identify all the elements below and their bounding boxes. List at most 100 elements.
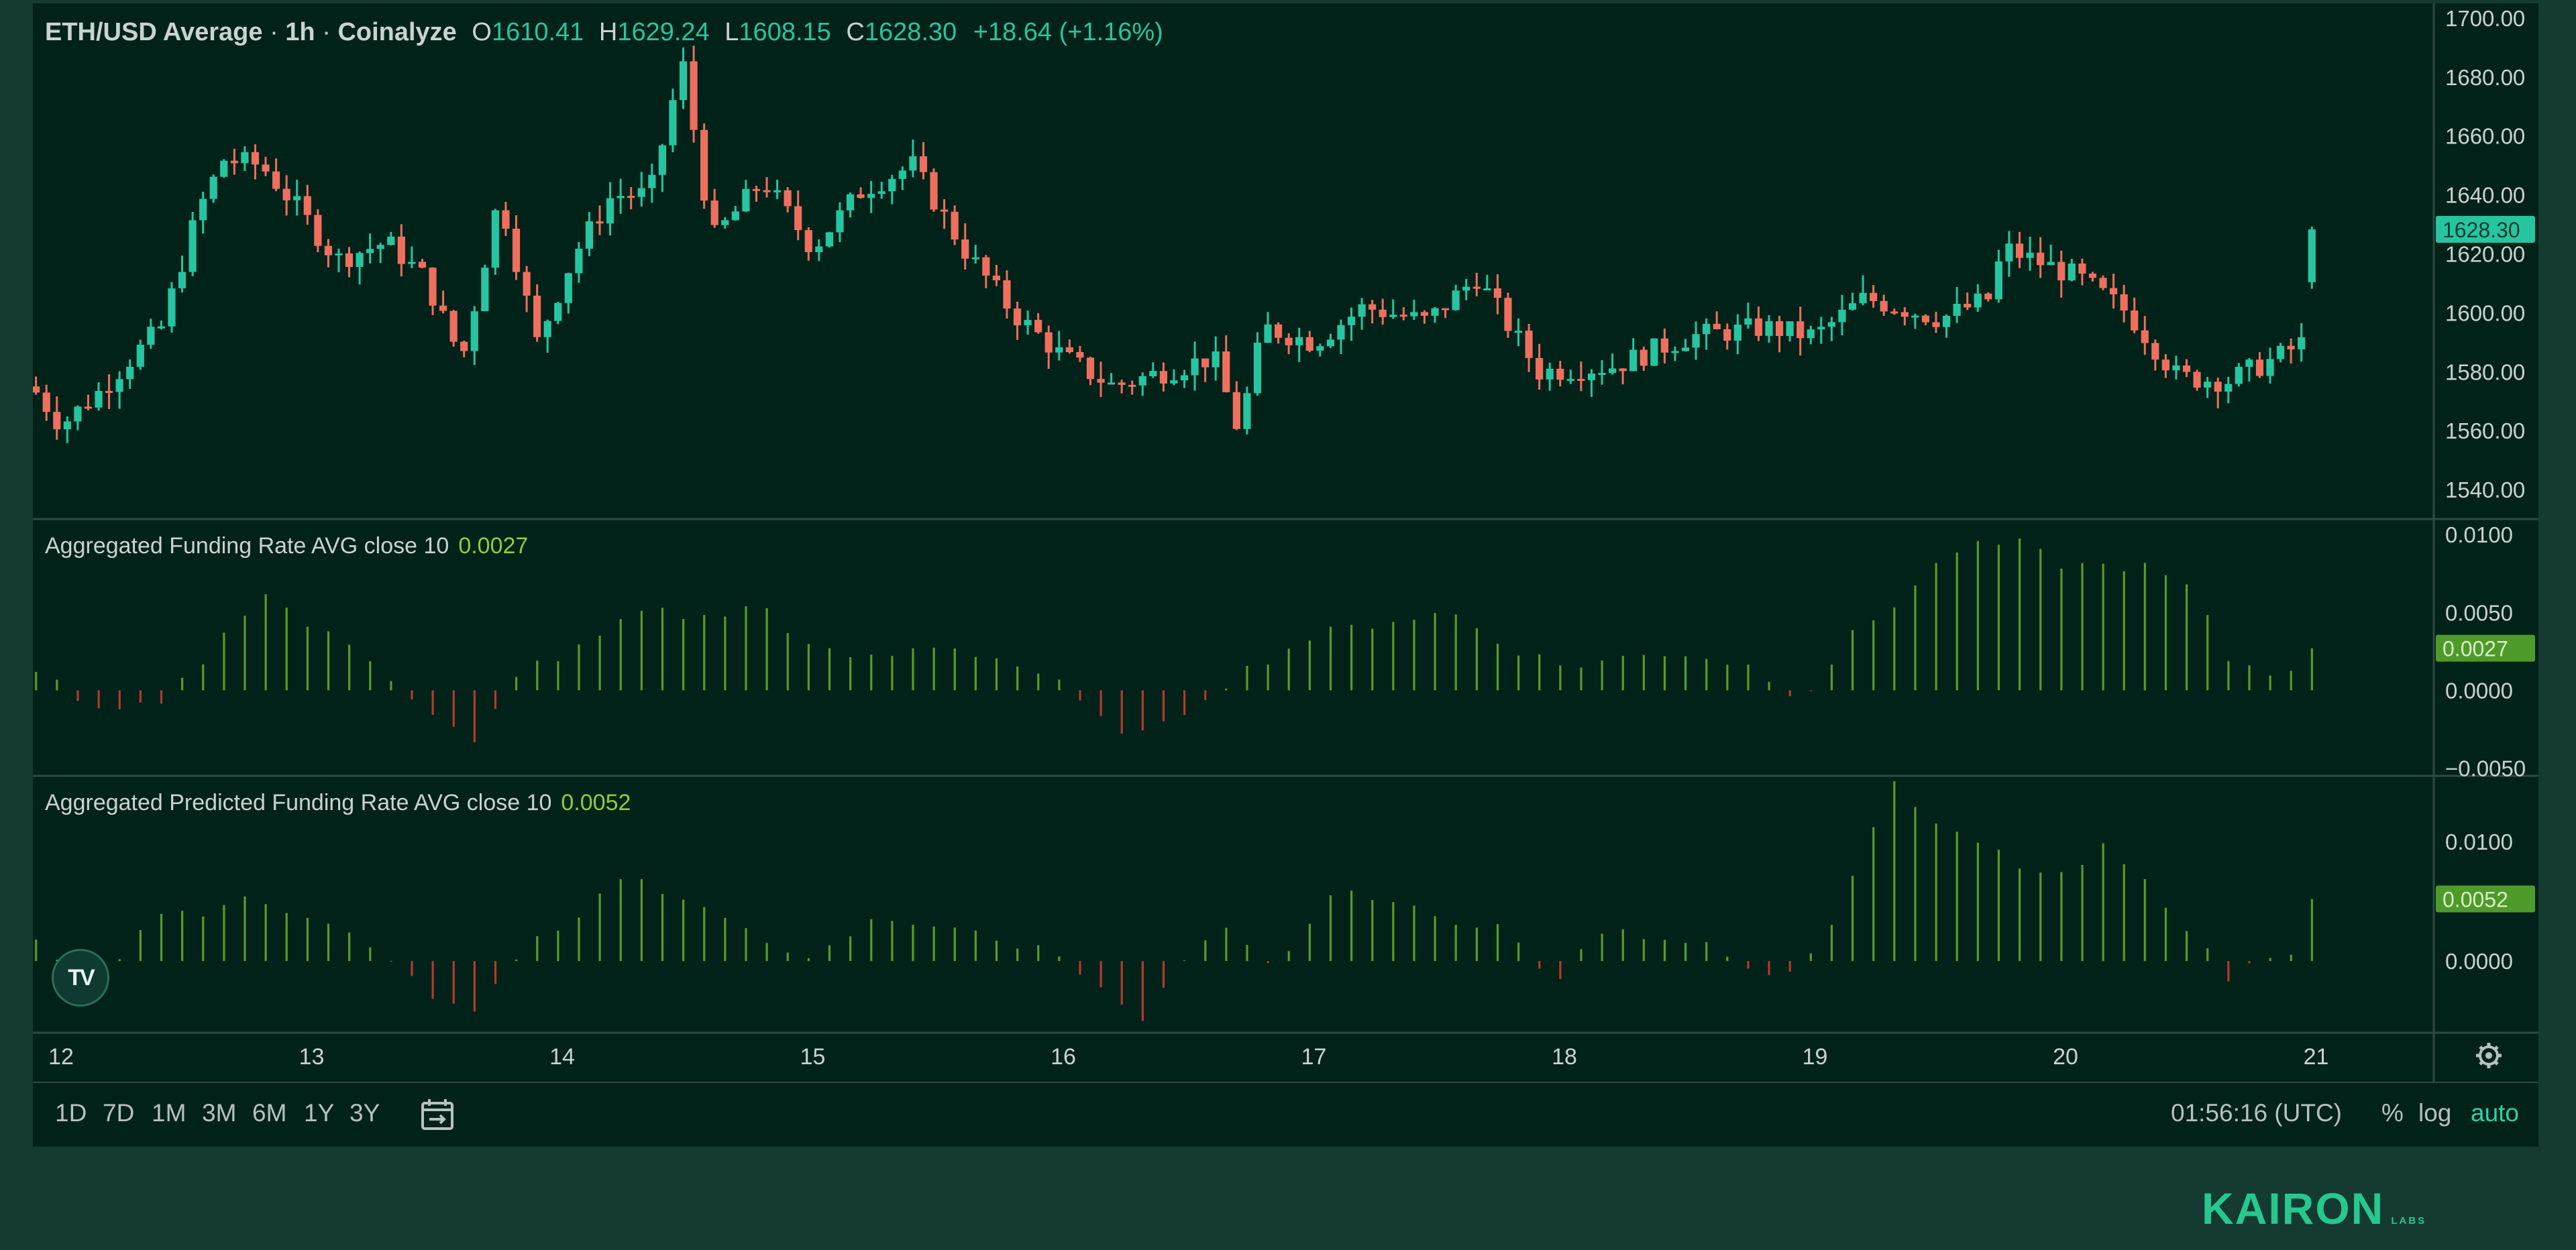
auto-scale-button[interactable]: auto xyxy=(2471,1099,2520,1127)
histogram-bar xyxy=(1141,690,1144,730)
candle xyxy=(1546,368,1554,380)
candle xyxy=(1890,311,1898,314)
histogram-bar xyxy=(1621,656,1624,691)
candle xyxy=(1608,368,1617,374)
candle xyxy=(930,172,938,210)
candle xyxy=(126,366,134,380)
histogram-bar xyxy=(870,655,873,691)
calendar-goto-icon[interactable] xyxy=(419,1096,456,1133)
candle xyxy=(1222,351,1230,392)
histogram-bar xyxy=(765,608,768,691)
histogram-bar xyxy=(160,913,163,962)
candle xyxy=(2120,294,2128,311)
candle xyxy=(1065,347,1073,353)
histogram-bar xyxy=(452,690,455,727)
histogram-bar xyxy=(1726,665,1729,691)
candle xyxy=(627,196,635,198)
axis-tick-label: −0.0050 xyxy=(2445,756,2526,781)
candle xyxy=(804,230,812,252)
histogram-bar xyxy=(1642,655,1645,691)
range-6m-button[interactable]: 6M xyxy=(252,1099,287,1127)
candle xyxy=(1566,379,1574,382)
candle xyxy=(2235,366,2243,384)
candle xyxy=(825,232,834,247)
candle xyxy=(1525,331,1533,358)
funding-value: 0.0027 xyxy=(458,533,529,559)
candle xyxy=(1358,304,1366,317)
histogram-bar xyxy=(536,661,539,691)
range-1d-button[interactable]: 1D xyxy=(55,1099,87,1127)
histogram-bar xyxy=(515,677,518,691)
histogram-bar xyxy=(1914,807,1917,962)
range-1y-button[interactable]: 1Y xyxy=(304,1099,335,1127)
percent-scale-button[interactable]: % xyxy=(2381,1099,2404,1127)
candle xyxy=(846,194,855,211)
candle xyxy=(1765,321,1773,336)
candle xyxy=(95,390,103,408)
histogram-bar xyxy=(2290,671,2292,691)
candle xyxy=(2161,359,2170,371)
candle xyxy=(157,326,166,329)
candle xyxy=(2182,365,2191,372)
histogram-bar xyxy=(1350,891,1353,962)
settings-gear-icon[interactable] xyxy=(2476,1043,2502,1068)
histogram-bar xyxy=(118,690,121,709)
time-tick-label: 19 xyxy=(1803,1044,1828,1070)
candle xyxy=(1191,358,1199,376)
chart-canvas[interactable]: 1700.00 1680.00 1660.00 1640.00 1620.00 1600.… xyxy=(33,3,2538,1147)
histogram-bar xyxy=(1329,626,1332,691)
candle xyxy=(961,239,969,259)
histogram-bar xyxy=(1475,927,1478,962)
histogram-bar xyxy=(1538,961,1541,969)
range-7d-button[interactable]: 7D xyxy=(103,1099,135,1127)
axis-tick-label: 1580.00 xyxy=(2445,359,2525,384)
histogram-bar xyxy=(2310,899,2313,962)
histogram-bar xyxy=(1788,961,1791,972)
candle xyxy=(33,386,40,393)
open-value: 1610.41 xyxy=(491,18,584,46)
chart-container[interactable]: 1700.00 1680.00 1660.00 1640.00 1620.00 1600.… xyxy=(33,3,2538,1147)
histogram-bar xyxy=(1475,628,1478,691)
histogram-bar xyxy=(2081,864,2084,962)
candle xyxy=(1921,315,1930,323)
histogram-bar xyxy=(494,961,497,984)
candle xyxy=(1556,368,1564,380)
histogram-bar xyxy=(1225,688,1228,691)
histogram-bar xyxy=(1601,933,1603,962)
histogram-bar xyxy=(1413,905,1415,962)
tradingview-logo[interactable]: TV xyxy=(52,949,109,1007)
histogram-bar xyxy=(306,626,309,691)
candle xyxy=(303,196,311,215)
axis-tick-label: 1680.00 xyxy=(2445,65,2525,90)
candle xyxy=(439,305,447,311)
candle xyxy=(2245,359,2253,367)
histogram-bar xyxy=(1350,624,1353,691)
candle xyxy=(1733,325,1741,341)
candle xyxy=(387,236,395,245)
candle xyxy=(1493,288,1502,298)
range-1m-button[interactable]: 1M xyxy=(152,1099,186,1127)
histogram-bar xyxy=(390,681,392,691)
histogram-bar xyxy=(1935,563,1937,691)
histogram-bar xyxy=(452,961,455,1004)
histogram-bar xyxy=(411,961,413,976)
histogram-bar xyxy=(369,661,372,691)
candle xyxy=(449,310,458,342)
candle xyxy=(2131,310,2139,331)
candle xyxy=(1441,308,1450,310)
candle xyxy=(1128,384,1136,387)
candle xyxy=(533,295,541,337)
histogram-bar xyxy=(1580,667,1582,691)
predicted-funding-value: 0.0052 xyxy=(561,790,631,815)
histogram-bar xyxy=(1976,842,1979,962)
range-3m-button[interactable]: 3M xyxy=(202,1099,237,1127)
histogram-bar xyxy=(1099,690,1102,716)
candle xyxy=(721,220,729,225)
histogram-bar xyxy=(431,961,434,999)
log-scale-button[interactable]: log xyxy=(2418,1099,2452,1127)
range-3y-button[interactable]: 3Y xyxy=(350,1099,380,1127)
candle xyxy=(919,156,928,172)
histogram-bar xyxy=(515,959,518,962)
histogram-bar xyxy=(1872,827,1875,962)
candle xyxy=(784,190,792,207)
